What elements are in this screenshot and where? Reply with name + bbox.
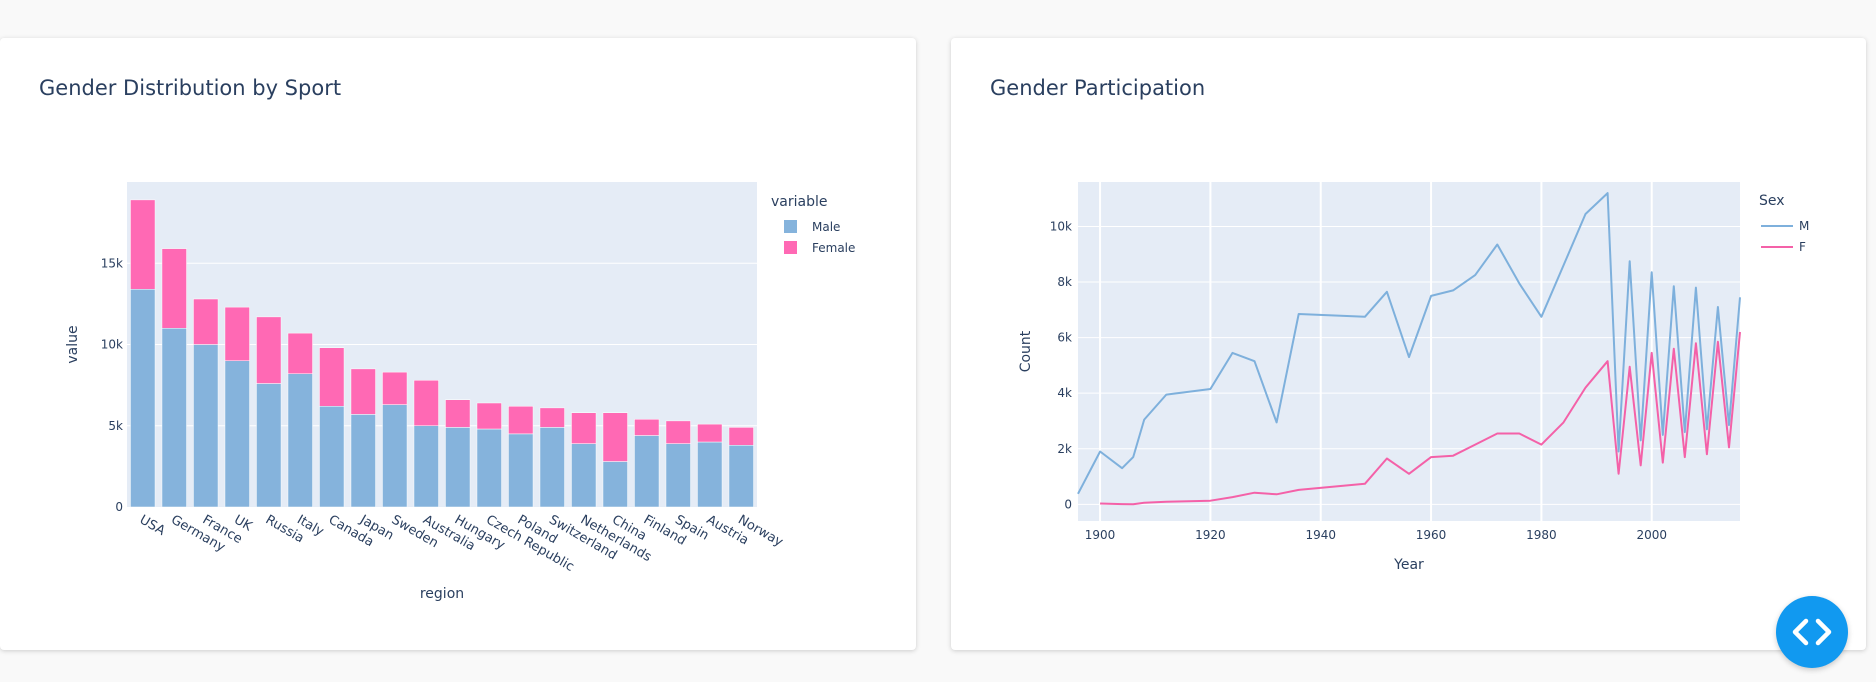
- bar-female: [256, 316, 282, 384]
- bar-female: [476, 402, 502, 430]
- legend-swatch-female: [784, 241, 797, 254]
- y-tick-label: 15k: [101, 256, 123, 270]
- bar-female: [413, 380, 439, 426]
- bar-male: [728, 445, 754, 508]
- y-tick-label: 2k: [1057, 442, 1072, 456]
- bar-male: [665, 443, 691, 508]
- bar-male: [697, 441, 723, 508]
- bar-male: [571, 443, 597, 508]
- bar-male: [224, 360, 250, 508]
- bar-male: [382, 404, 408, 508]
- bar-female: [634, 419, 660, 436]
- bar-female: [193, 298, 219, 345]
- bar-male: [287, 373, 313, 508]
- bar-female: [319, 347, 345, 407]
- x-tick-label: 1980: [1526, 528, 1557, 542]
- x-tick-label: 1940: [1305, 528, 1336, 542]
- legend-label: M: [1799, 219, 1809, 233]
- card-title: Gender Distribution by Sport: [39, 76, 342, 100]
- y-tick-label: 10k: [101, 338, 123, 352]
- y-tick-label: 0: [1064, 497, 1072, 511]
- bar-female: [287, 332, 313, 374]
- bar-male: [634, 435, 660, 508]
- series-line-m: [1077, 192, 1741, 495]
- bar-male: [476, 428, 502, 508]
- bar-male: [130, 289, 156, 508]
- bar-female: [130, 199, 156, 290]
- bar-female: [224, 306, 250, 361]
- legend-label: Male: [812, 220, 840, 234]
- y-tick-label: 8k: [1057, 275, 1072, 289]
- y-axis-title: value: [65, 325, 81, 363]
- legend-title: Sex: [1759, 193, 1785, 209]
- bar-female: [382, 371, 408, 405]
- legend-label: Female: [812, 241, 855, 255]
- bar-female: [697, 423, 723, 443]
- x-axis-title: Year: [1393, 557, 1424, 573]
- y-axis-title: Count: [1018, 330, 1034, 372]
- x-axis-title: region: [420, 586, 464, 602]
- bar-female: [665, 420, 691, 444]
- series-line-f: [1100, 331, 1741, 506]
- bar-male: [193, 344, 219, 508]
- gender-participation-chart[interactable]: 1900 1920 1940 1960 1980 2000 0 2k 4k 6k 8k 10k Year…: [951, 38, 1866, 650]
- bar-male: [508, 433, 534, 508]
- x-tick-label: 1960: [1416, 528, 1447, 542]
- bar-male: [350, 414, 376, 508]
- bar-female: [728, 427, 754, 446]
- legend-swatch-male: [784, 220, 797, 233]
- y-tick-label: 5k: [108, 419, 123, 433]
- code-toggle-button[interactable]: [1776, 596, 1848, 668]
- bar-male: [539, 427, 565, 508]
- bar-female: [508, 406, 534, 435]
- y-tick-label: 10k: [1050, 219, 1072, 233]
- bar-female: [350, 368, 376, 415]
- bar-female: [445, 399, 471, 428]
- code-brackets-icon: [1792, 618, 1832, 646]
- bar-male: [413, 425, 439, 508]
- bar-female: [602, 412, 628, 462]
- bar-male: [319, 406, 345, 508]
- y-tick-label: 6k: [1057, 331, 1072, 345]
- x-tick-label: USA: [137, 512, 168, 538]
- bar-male: [161, 328, 187, 508]
- legend-label: F: [1799, 240, 1806, 254]
- bar-female: [571, 412, 597, 444]
- bar-male: [445, 427, 471, 508]
- card-title: Gender Participation: [990, 76, 1206, 100]
- y-tick-label: 4k: [1057, 386, 1072, 400]
- legend-title: variable: [771, 194, 827, 210]
- bar-male: [602, 461, 628, 508]
- plot-area: [1078, 182, 1740, 521]
- bar-female: [539, 407, 565, 428]
- y-tick-label: 0: [115, 500, 123, 514]
- bar-male: [256, 383, 282, 508]
- x-tick-label: 1900: [1085, 528, 1116, 542]
- x-tick-label: 1920: [1195, 528, 1226, 542]
- x-tick-label: 2000: [1636, 528, 1667, 542]
- bar-female: [161, 248, 187, 329]
- gender-participation-card: Gender Participation 1900 1920 1940 1960 198…: [951, 38, 1866, 650]
- gender-distribution-card: Gender Distribution by Sport 0 5k 10k 15k US…: [0, 38, 916, 650]
